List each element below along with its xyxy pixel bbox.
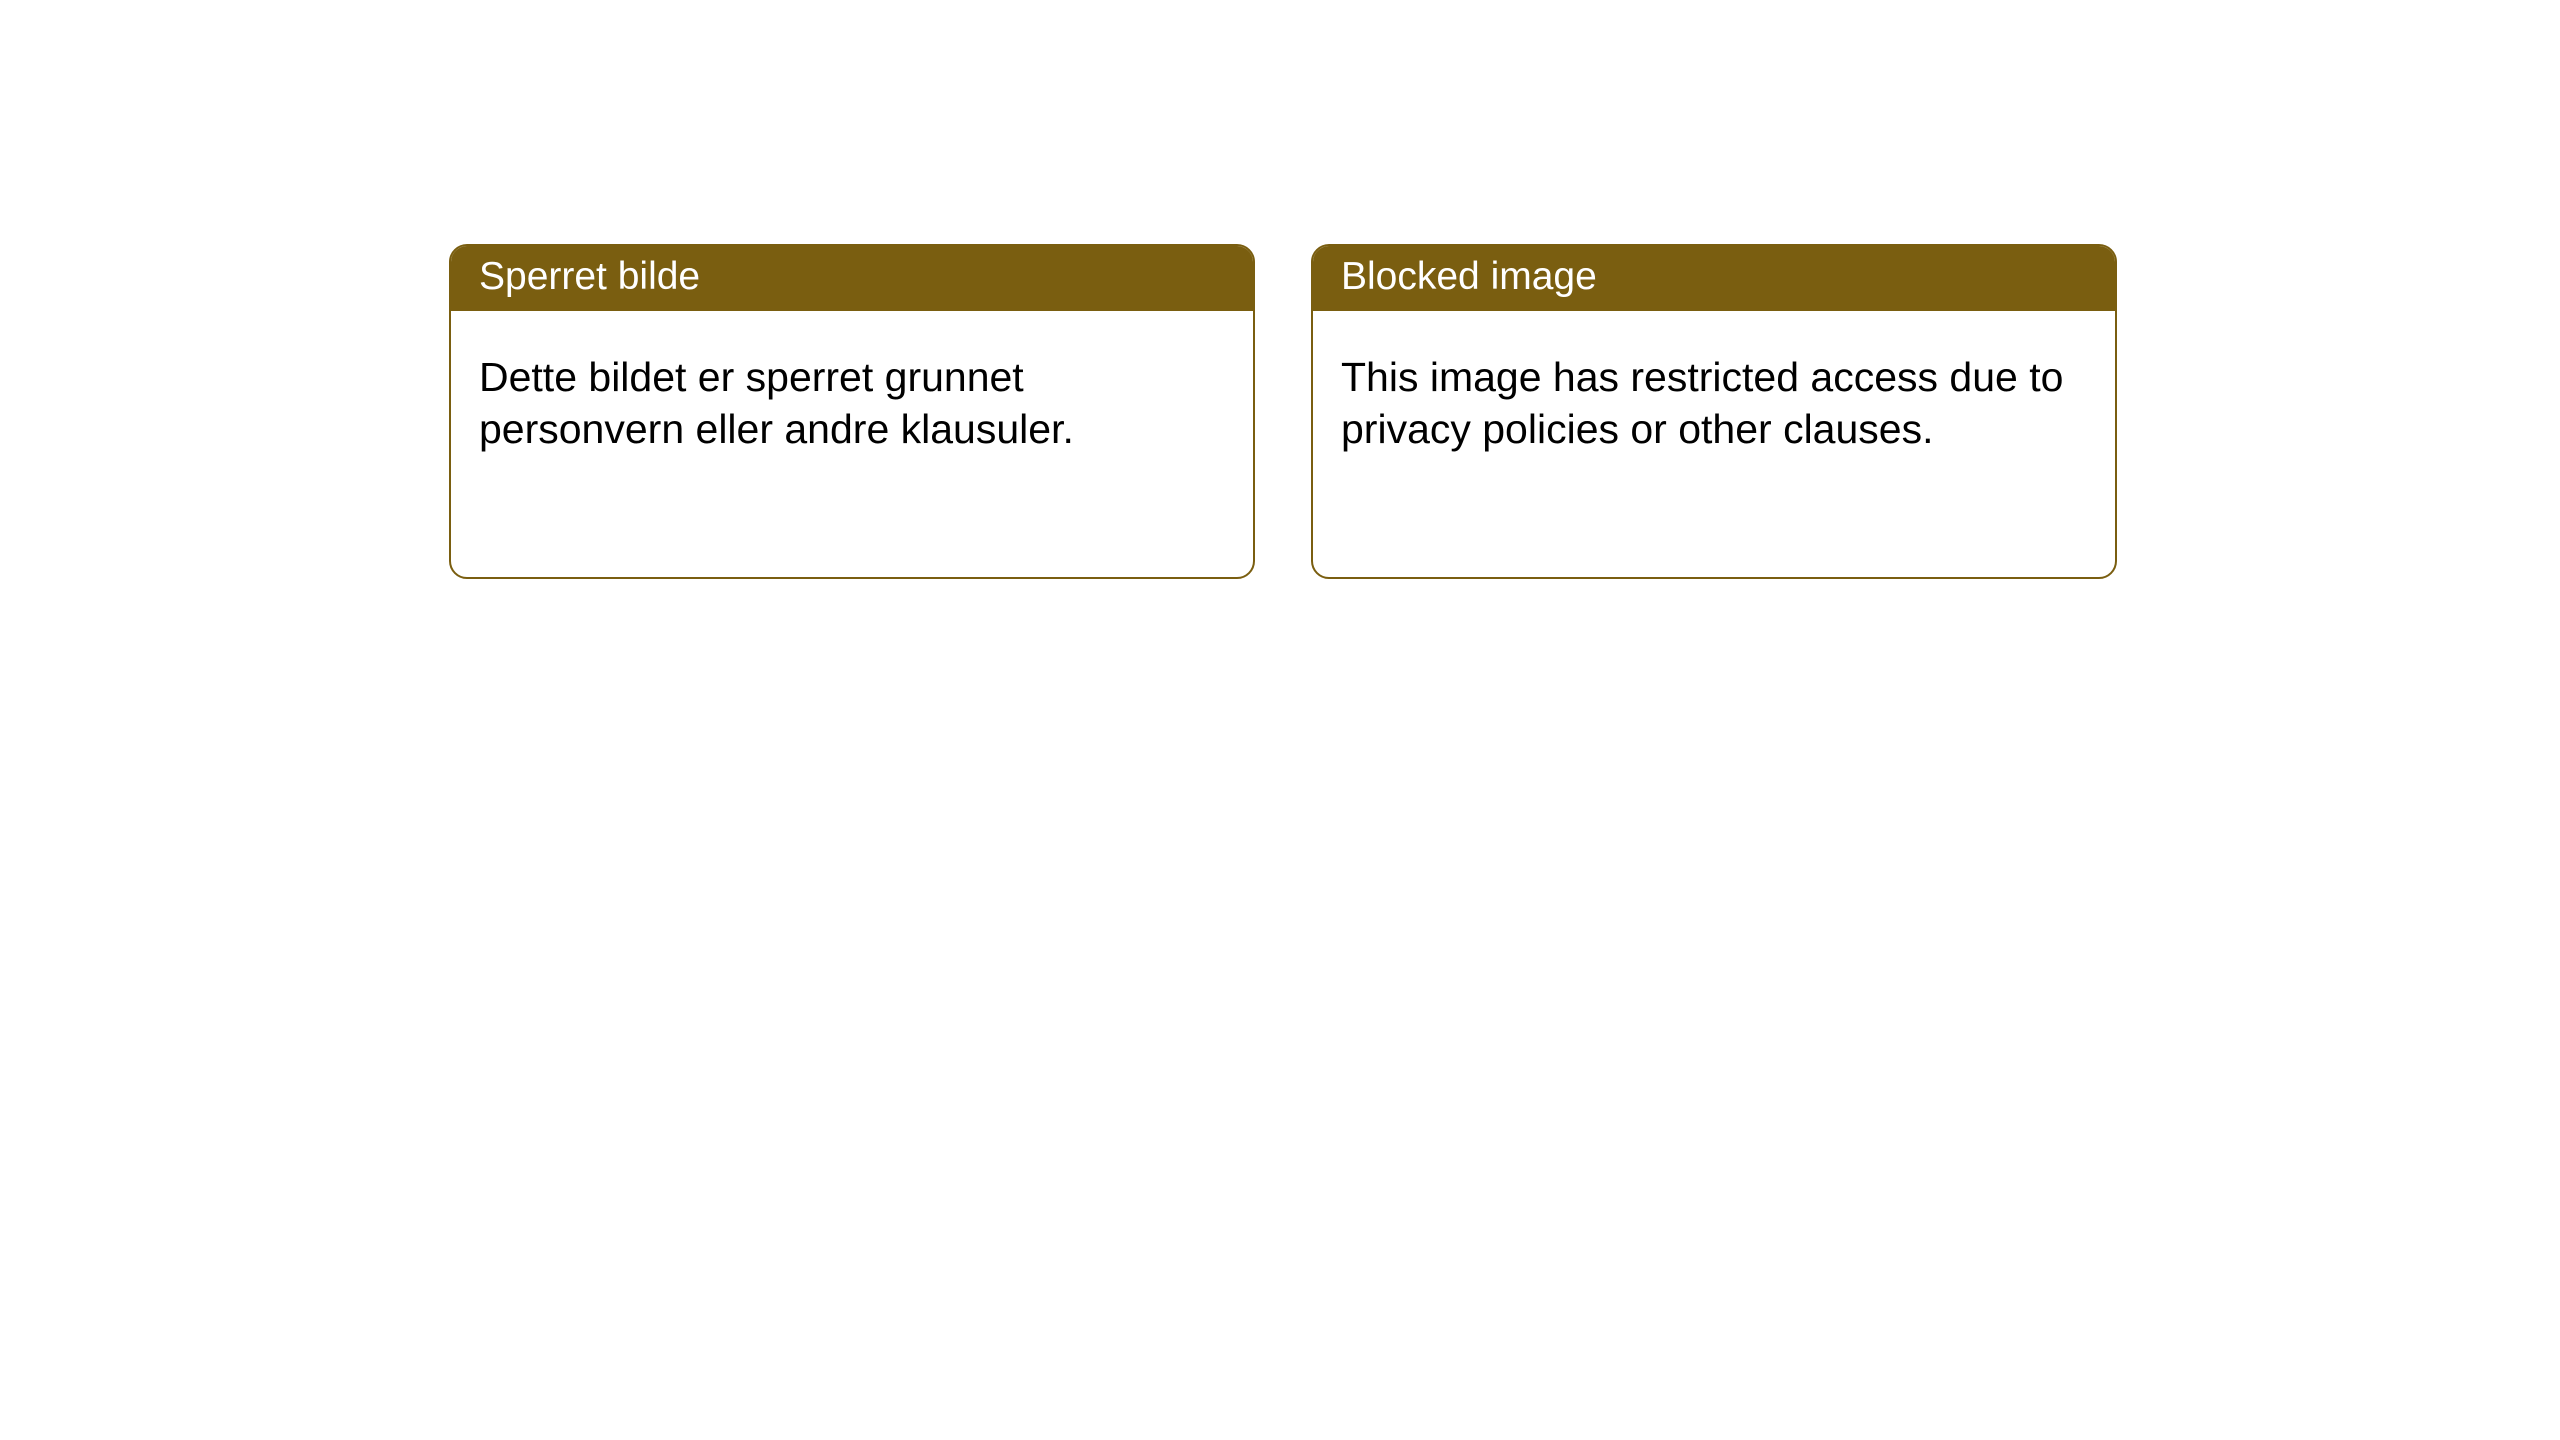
notice-header: Blocked image [1313, 246, 2115, 311]
notice-header: Sperret bilde [451, 246, 1253, 311]
notice-container: Sperret bilde Dette bildet er sperret gr… [0, 0, 2560, 579]
notice-body: Dette bildet er sperret grunnet personve… [451, 311, 1253, 496]
notice-body: This image has restricted access due to … [1313, 311, 2115, 496]
notice-card-english: Blocked image This image has restricted … [1311, 244, 2117, 579]
notice-card-norwegian: Sperret bilde Dette bildet er sperret gr… [449, 244, 1255, 579]
